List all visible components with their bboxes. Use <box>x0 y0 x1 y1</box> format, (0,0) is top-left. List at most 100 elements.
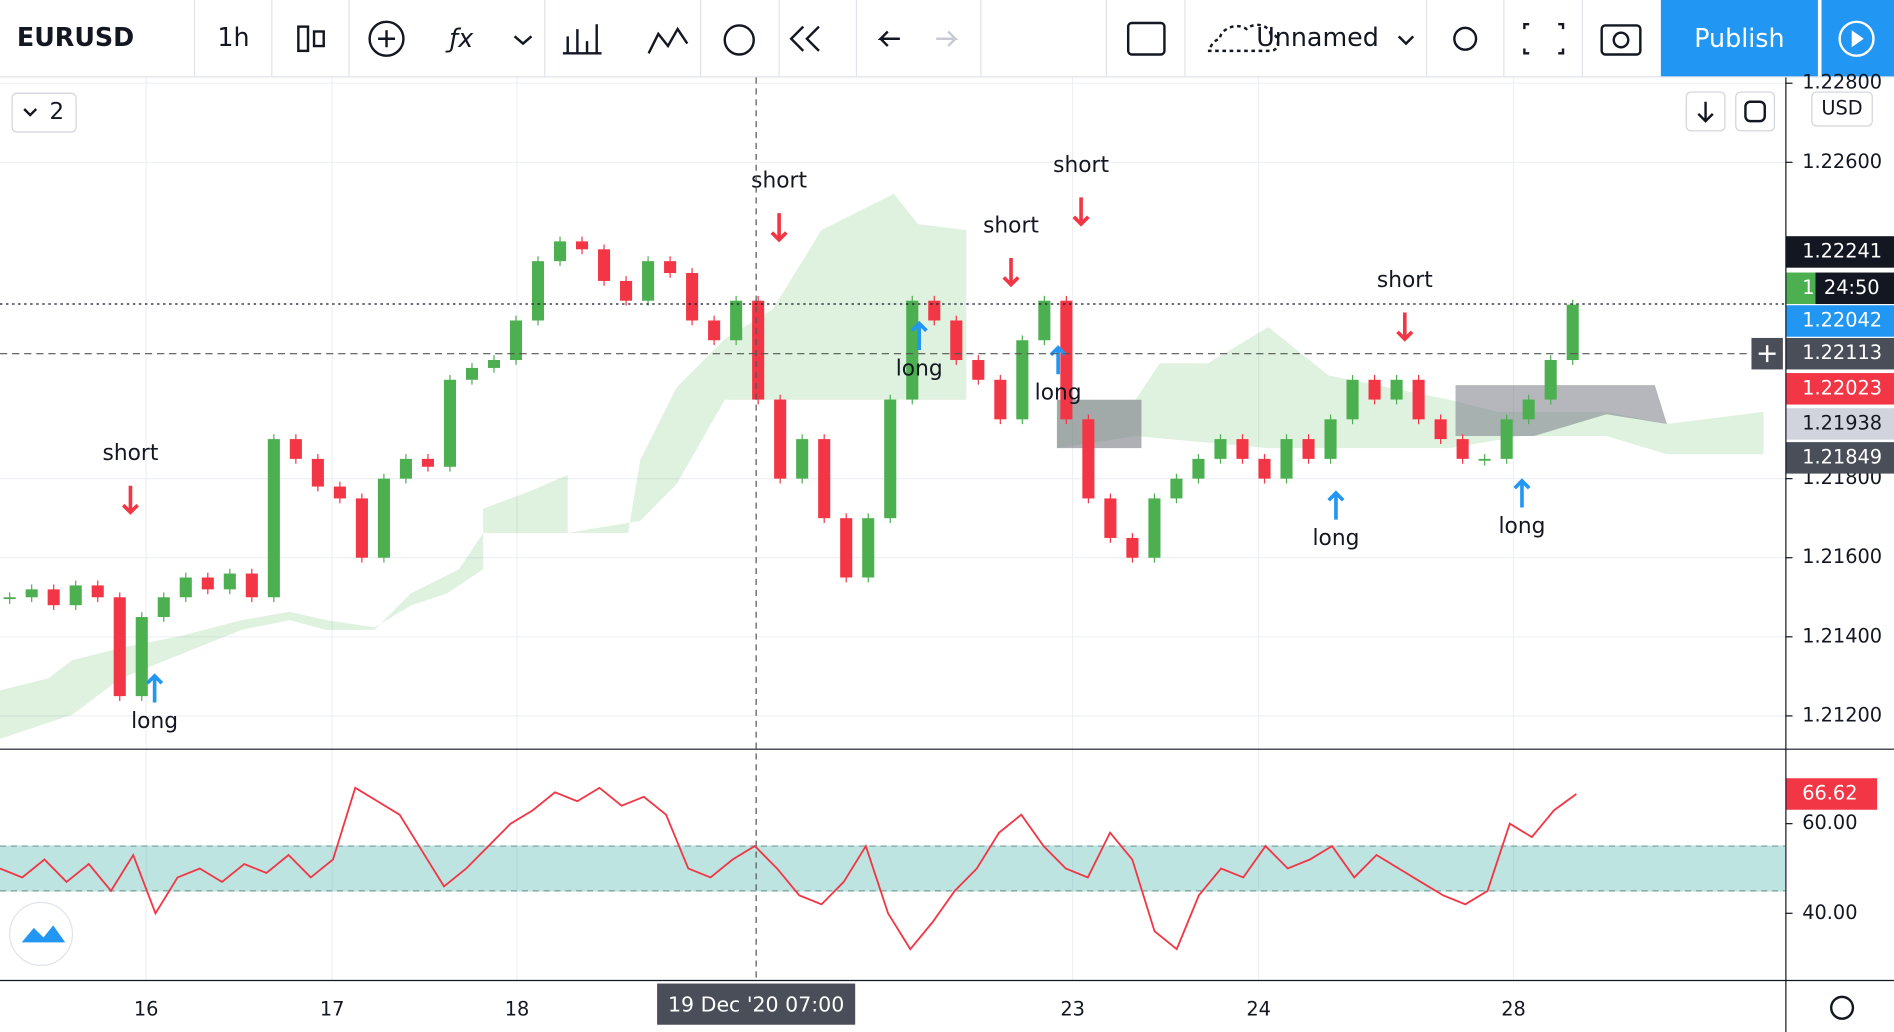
candle <box>686 273 699 321</box>
candle <box>840 518 853 578</box>
ichimoku-cloud <box>0 193 967 739</box>
candle <box>1302 439 1315 459</box>
indicator-count[interactable]: 2 <box>50 99 65 125</box>
candle <box>950 320 963 361</box>
rsi-tag-label: 66.62 <box>1802 781 1857 804</box>
plot: short long short short short long long short lon… <box>0 153 1579 951</box>
candle <box>69 585 82 606</box>
settings-icon[interactable] <box>1829 995 1855 1020</box>
signal-arrow <box>1327 490 1345 520</box>
signal-arrow <box>910 320 928 351</box>
crosshair-time-box <box>657 983 856 1025</box>
indicators-toggle[interactable] <box>11 92 77 133</box>
candle <box>465 367 479 380</box>
candle <box>1544 360 1557 400</box>
candle <box>531 261 545 321</box>
play-triangle <box>1851 30 1864 48</box>
candle <box>47 589 60 606</box>
publish-button[interactable] <box>1660 0 1818 77</box>
price-tag <box>1786 305 1894 337</box>
rsi-band <box>0 845 1786 892</box>
candle <box>642 261 655 301</box>
time-label: 28 <box>1501 998 1526 1021</box>
candle <box>862 518 875 578</box>
price-tag-label: 1.21849 <box>1802 445 1882 468</box>
candle <box>1324 419 1337 459</box>
candle <box>421 458 434 467</box>
rsi-tick-label: 60.00 <box>1802 811 1857 834</box>
candle <box>620 280 633 301</box>
logo[interactable] <box>9 901 74 966</box>
candle <box>333 486 346 499</box>
candle <box>179 577 192 598</box>
signal-arrow <box>1002 258 1020 288</box>
chevron <box>23 108 38 117</box>
signal-arrow <box>121 485 139 515</box>
candle <box>708 320 721 341</box>
currency-box[interactable] <box>1811 91 1873 127</box>
price-tag-label: 1.22241 <box>1802 239 1882 262</box>
candle <box>774 399 787 479</box>
candle <box>928 300 941 321</box>
countdown-tag <box>1815 272 1894 305</box>
fx-icon[interactable]: ƒx <box>445 23 474 53</box>
countdown-tag-a <box>1786 272 1816 305</box>
candle <box>443 379 456 467</box>
currency[interactable]: USD <box>1821 96 1862 119</box>
candle <box>311 458 324 487</box>
signal-arrow <box>1513 478 1531 508</box>
candle <box>157 597 170 618</box>
candle <box>994 379 1007 420</box>
cloud-red <box>1056 399 1142 449</box>
layout-name[interactable]: Unnamed <box>1256 22 1379 52</box>
reset-icon <box>1744 100 1766 123</box>
price-tick-label: 1.22800 <box>1802 71 1882 94</box>
plus-icon <box>1758 345 1776 363</box>
price-tag <box>1786 337 1894 370</box>
reset-button[interactable] <box>1735 91 1776 132</box>
candle <box>399 458 412 479</box>
candle <box>487 360 501 368</box>
signal-label: short <box>1377 268 1433 293</box>
toolbar-dividers <box>193 0 1583 77</box>
grid: 1.228001.226001.218001.216001.214001.212… <box>0 71 1882 1021</box>
candle <box>598 249 611 281</box>
time-label: 18 <box>505 998 530 1021</box>
time-label: 23 <box>1060 998 1085 1021</box>
price-tag-label: 1.21938 <box>1802 411 1882 434</box>
candle <box>1456 439 1469 459</box>
candle <box>1104 498 1117 538</box>
rsi-tag <box>1786 778 1878 810</box>
logo-mark <box>21 925 66 943</box>
down-arrow <box>1697 101 1714 123</box>
countdown: 24:50 <box>1824 276 1880 299</box>
publish-label[interactable]: Publish <box>1694 23 1784 53</box>
signal-label: long <box>1312 526 1359 551</box>
interval[interactable]: 1h <box>217 22 249 52</box>
toolbar-icons[interactable] <box>297 20 1642 57</box>
candle <box>1566 304 1579 361</box>
symbol[interactable]: EURUSD <box>17 22 134 52</box>
candle <box>201 577 214 590</box>
rsi-tick-label: 40.00 <box>1802 901 1857 924</box>
price-tag <box>1786 442 1894 474</box>
rsi-line <box>0 786 1577 951</box>
candle <box>135 617 148 697</box>
candle <box>91 585 104 598</box>
candle <box>1412 379 1425 420</box>
candle <box>752 300 765 400</box>
candle <box>3 597 16 600</box>
candle <box>509 320 523 361</box>
price-tick-label: 1.21200 <box>1802 703 1882 726</box>
candle <box>1148 498 1161 558</box>
candle <box>1236 439 1249 459</box>
candle <box>1390 379 1403 400</box>
signal-label: long <box>1035 381 1082 406</box>
candle <box>553 241 567 262</box>
signal-label: short <box>751 169 807 194</box>
price-tags: 1.22241 1.22042 1.22113 1.22023 1.21938 1.218… <box>1751 236 1894 810</box>
candle <box>1280 439 1293 479</box>
candle <box>884 399 897 519</box>
candle <box>267 439 280 598</box>
